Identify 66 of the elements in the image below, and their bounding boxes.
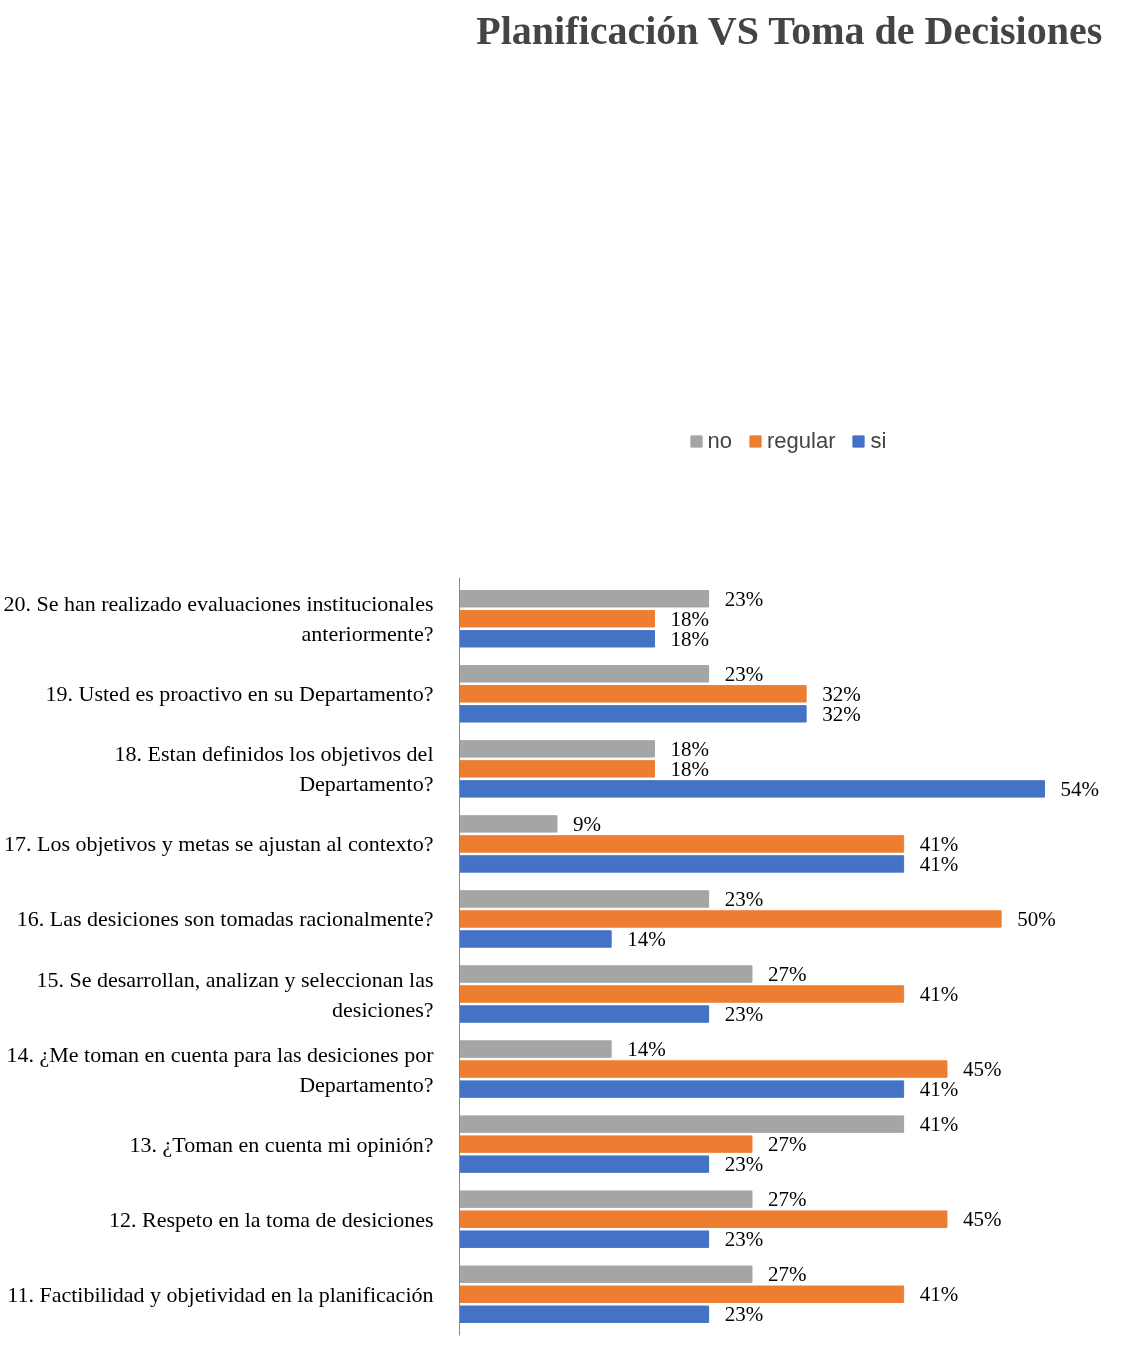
bar [459,705,807,723]
bar [459,610,655,628]
y-tick-label: 13. ¿Toman en cuenta mi opinión? [129,1131,434,1157]
data-label: 14% [627,926,666,951]
bar [459,1305,710,1323]
y-tick-label: 12. Respeto en la toma de desiciones [109,1206,434,1232]
bar [459,1060,948,1078]
bar [459,835,905,853]
data-label: 27% [767,1262,807,1287]
bar [459,590,710,608]
bar [459,890,710,908]
bar [459,1190,753,1208]
data-label: 54% [1060,776,1099,801]
bar [459,910,1002,928]
y-tick-label: 11. Factibilidad y objetividad en la planificación [7,1281,434,1307]
bar [459,965,753,983]
bar [459,930,612,948]
bar [459,1230,710,1248]
data-label: 9% [572,811,601,836]
data-label: 27% [767,962,807,987]
data-label: 45% [962,1057,1002,1082]
bar [459,740,655,758]
bar [459,1005,710,1023]
y-tick-label: 15. Se desarrollan, analizan y seleccionan las desiciones? [36,966,434,1022]
y-tick-label: 17. Los objetivos y metas se ajustan al contexto? [3,831,434,857]
data-label: 27% [767,1132,807,1157]
data-label: 27% [767,1187,807,1212]
bar [459,1210,948,1228]
data-label: 41% [919,1112,959,1137]
data-label: 41% [919,982,959,1007]
y-tick-label: 16. Las desiciones son tomadas racionalmente? [16,906,434,932]
bar [459,760,655,778]
bar [459,1135,753,1153]
legend-label: si [870,427,888,454]
data-label: 41% [919,1077,959,1102]
y-tick-label: 18. Estan definidos los objetivos del Departamento? [114,741,434,797]
data-label: 50% [1017,906,1056,931]
data-label: 41% [919,1282,959,1307]
bar [459,985,905,1003]
bar [459,630,655,648]
bar [459,1115,905,1133]
data-label: 23% [724,586,764,611]
data-label: 23% [724,1002,764,1027]
data-label: 14% [627,1037,666,1062]
bar [459,685,807,703]
bar [459,1040,612,1058]
bar [459,855,905,873]
bar [459,1080,905,1098]
data-label: 23% [724,1227,764,1252]
data-label: 23% [724,1152,764,1177]
data-label: 23% [724,661,764,686]
chart-title: Planificación VS Toma de Decisiones [476,7,1103,53]
legend-label: no [707,427,732,454]
data-label: 45% [962,1207,1002,1232]
legend-label: regular [767,427,836,454]
bar [459,1265,753,1283]
data-label: 23% [724,886,764,911]
bar [459,780,1045,798]
y-tick-label: 20. Se han realizado evaluaciones institucionales anteriormente? [3,591,434,647]
bar [459,1285,905,1303]
bar [459,815,558,833]
y-tick-label: 14. ¿Me toman en cuenta para las desiciones por Departamento? [6,1041,435,1097]
bar [459,665,710,683]
data-label: 23% [724,1302,764,1327]
y-tick-label: 19. Usted es proactivo en su Departamento? [45,681,434,707]
bar [459,1155,710,1173]
